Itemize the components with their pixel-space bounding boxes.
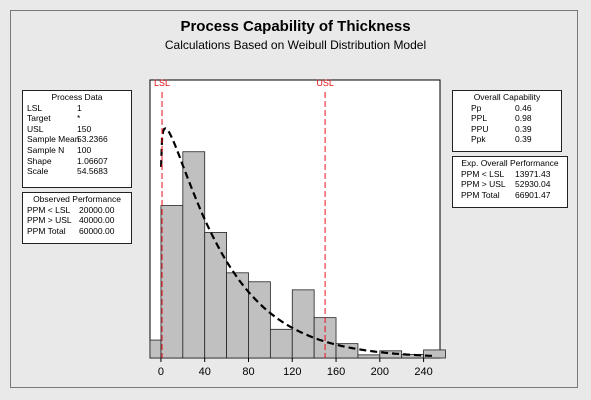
- x-tick-label: 40: [199, 366, 211, 378]
- x-tick-label: 160: [327, 366, 345, 378]
- process-data-heading: Process Data: [51, 92, 103, 102]
- expected-performance-heading: Exp. Overall Performance: [461, 158, 559, 168]
- row-value: 0.46: [515, 102, 532, 113]
- observed-performance-table: Observed Performance PPM < LSL 20000.00 P…: [22, 192, 132, 244]
- expected-row-usl: PPM > USL 52930.04: [457, 179, 563, 190]
- expected-performance-table: Exp. Overall Performance PPM < LSL 13971.…: [452, 156, 568, 208]
- row-value: 100: [77, 144, 92, 155]
- row-value: 1.06607: [77, 155, 108, 166]
- usl-label: USL: [316, 78, 334, 88]
- capability-row-ppu: PPU 0.39: [457, 124, 557, 135]
- x-tick-label: 240: [414, 366, 432, 378]
- observed-row-usl: PPM > USL 40000.00: [27, 215, 127, 226]
- row-label: PPM Total: [27, 225, 66, 236]
- row-label: PPU: [471, 123, 489, 134]
- x-tick-label: 120: [283, 366, 301, 378]
- histogram-bar: [357, 354, 381, 359]
- row-label: Sample N: [27, 144, 65, 155]
- observed-row-lsl: PPM < LSL 20000.00: [27, 205, 127, 216]
- histogram-bar: [182, 151, 206, 359]
- lsl-label: LSL: [154, 78, 170, 88]
- overall-capability-table: Overall Capability Pp 0.46 PPL 0.98 PPU 0.3…: [452, 90, 562, 152]
- histogram-bar: [149, 339, 162, 359]
- histogram-bar: [248, 281, 271, 359]
- row-value: 20000.00: [79, 204, 115, 215]
- histogram-bar: [204, 232, 228, 359]
- histogram-bar: [226, 272, 249, 359]
- histogram-bar: [291, 289, 315, 359]
- weibull-fit-curve: [160, 127, 436, 358]
- histogram-bar: [160, 205, 184, 359]
- row-value: 52930.04: [515, 179, 551, 190]
- row-label: PPM < LSL: [27, 204, 71, 215]
- row-value: 60000.00: [79, 225, 115, 236]
- chart-title: Process Capability of Thickness: [180, 18, 411, 35]
- row-value: 1: [77, 102, 82, 113]
- row-value: 150: [77, 123, 92, 134]
- capability-row-ppl: PPL 0.98: [457, 113, 557, 124]
- row-label: Shape: [27, 155, 52, 166]
- process-data-row-shape: Shape 1.06607: [27, 156, 127, 167]
- process-data-row-usl: USL 150: [27, 124, 127, 135]
- row-value: 53.2366: [77, 134, 108, 145]
- row-label: PPM Total: [461, 189, 500, 200]
- row-value: 54.5683: [77, 166, 108, 177]
- row-value: *: [77, 113, 81, 124]
- capability-row-ppk: Ppk 0.39: [457, 134, 557, 145]
- capability-row-pp: Pp 0.46: [457, 103, 557, 114]
- process-data-row-scale: Scale 54.5683: [27, 166, 127, 177]
- row-label: Pp: [471, 102, 482, 113]
- row-label: PPM > USL: [461, 179, 506, 190]
- row-label: PPL: [471, 113, 488, 124]
- expected-row-lsl: PPM < LSL 13971.43: [457, 169, 563, 180]
- overall-capability-heading: Overall Capability: [473, 92, 541, 102]
- histogram-bar: [423, 349, 446, 359]
- process-data-table: Process Data LSL 1 Target * USL 150 Sample …: [22, 90, 132, 188]
- observed-performance-heading: Observed Performance: [33, 194, 121, 204]
- row-label: LSL: [27, 102, 43, 113]
- row-value: 0.39: [515, 123, 532, 134]
- row-label: Ppk: [471, 134, 486, 145]
- row-value: 13971.43: [515, 168, 551, 179]
- row-label: PPM < LSL: [461, 168, 505, 179]
- row-value: 66901.47: [515, 189, 551, 200]
- x-tick-label: 80: [242, 366, 254, 378]
- histogram-bar: [269, 328, 293, 359]
- chart-subtitle: Calculations Based on Weibull Distributi…: [164, 38, 427, 52]
- row-value: 40000.00: [79, 215, 115, 226]
- row-label: Sample Mean: [27, 134, 80, 145]
- row-label: Scale: [27, 166, 49, 177]
- row-label: Target: [27, 113, 51, 124]
- row-label: PPM > USL: [27, 215, 72, 226]
- process-data-row-target: Target *: [27, 113, 127, 124]
- process-data-row-mean: Sample Mean 53.2366: [27, 134, 127, 145]
- x-tick-label: 200: [371, 366, 389, 378]
- row-value: 0.39: [515, 134, 532, 145]
- x-tick-label: 0: [158, 366, 164, 378]
- row-label: USL: [27, 123, 44, 134]
- expected-row-total: PPM Total 66901.47: [457, 190, 563, 201]
- process-data-row-n: Sample N 100: [27, 145, 127, 156]
- process-data-row-lsl: LSL 1: [27, 103, 127, 114]
- row-value: 0.98: [515, 113, 532, 124]
- observed-row-total: PPM Total 60000.00: [27, 226, 127, 237]
